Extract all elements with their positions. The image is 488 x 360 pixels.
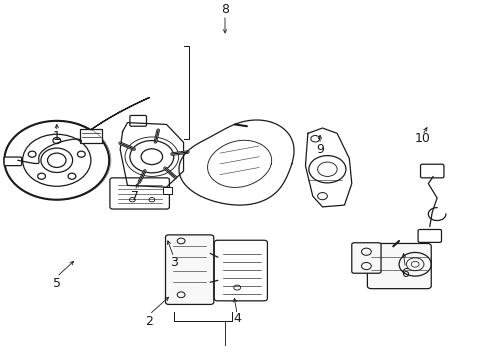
Bar (163, 187, 171, 194)
FancyBboxPatch shape (366, 243, 430, 289)
FancyBboxPatch shape (214, 240, 267, 301)
Text: 10: 10 (414, 132, 429, 145)
Text: 5: 5 (53, 278, 61, 291)
Text: 4: 4 (233, 311, 241, 325)
Text: 6: 6 (401, 267, 408, 280)
FancyBboxPatch shape (110, 178, 169, 209)
Text: 1: 1 (53, 130, 61, 144)
Text: 9: 9 (316, 143, 324, 156)
Text: 8: 8 (221, 3, 228, 16)
Text: 7: 7 (130, 190, 139, 203)
FancyBboxPatch shape (417, 229, 441, 242)
Text: 2: 2 (145, 315, 153, 328)
FancyBboxPatch shape (165, 235, 213, 305)
FancyBboxPatch shape (130, 116, 146, 126)
FancyBboxPatch shape (351, 243, 380, 273)
FancyBboxPatch shape (4, 157, 21, 166)
Bar (80, 130, 102, 143)
Text: 3: 3 (169, 256, 177, 269)
FancyBboxPatch shape (420, 164, 443, 178)
